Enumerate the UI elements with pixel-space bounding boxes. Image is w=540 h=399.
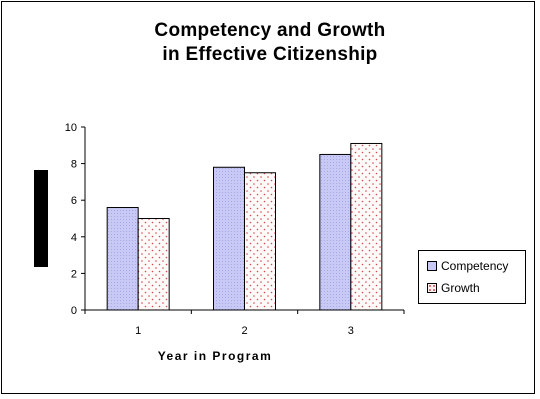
legend-item-growth: Growth — [427, 280, 480, 296]
y-tick-label: 0 — [71, 305, 77, 317]
legend-swatch-competency — [427, 261, 437, 271]
chart-title-line-1: Competency and Growth — [154, 20, 386, 41]
x-tick-label: 2 — [241, 325, 247, 337]
x-tick-label: 1 — [135, 325, 141, 337]
bar-growth-3 — [350, 142, 383, 311]
y-tick-label: 2 — [71, 268, 77, 280]
y-axis-label-redacted — [34, 170, 48, 267]
legend-swatch-growth — [427, 283, 437, 293]
legend-label-growth: Growth — [441, 281, 480, 295]
bar-competency-3 — [319, 153, 352, 311]
chart-title-line-2: in Effective Citizenship — [162, 44, 378, 65]
bar-growth-2 — [244, 172, 276, 311]
x-axis-label: Year in Program — [157, 349, 273, 363]
legend-label-competency: Competency — [441, 259, 509, 273]
bar-growth-1 — [137, 218, 170, 311]
bar-competency-1 — [106, 207, 139, 311]
legend-item-competency: Competency — [427, 258, 508, 274]
bar-competency-2 — [213, 166, 245, 311]
y-tick-label: 8 — [71, 159, 77, 171]
y-tick-label: 10 — [65, 122, 77, 134]
x-tick-label: 3 — [348, 325, 354, 337]
y-tick-label: 4 — [71, 232, 77, 244]
chart-legend: Competency Growth — [418, 250, 526, 304]
y-tick-label: 6 — [71, 195, 77, 207]
